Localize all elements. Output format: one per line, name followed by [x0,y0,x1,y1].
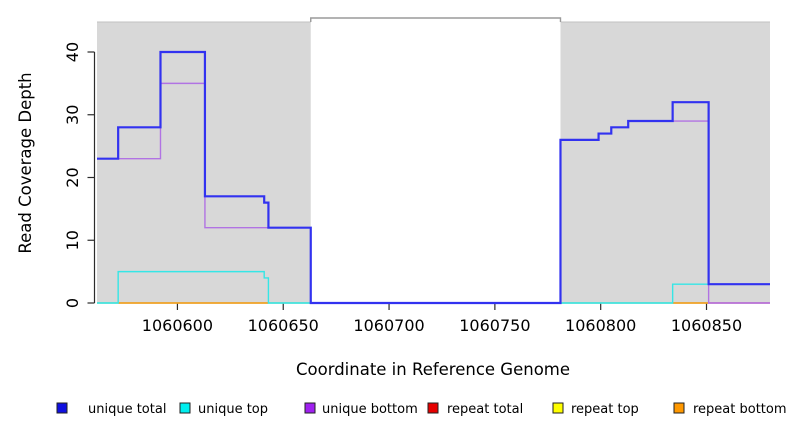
series-layer [97,50,770,305]
series-unique-top-line [97,270,770,304]
legend-label-repeat-top: repeat top [571,402,639,417]
repeat-region-right [560,22,770,303]
legend-swatch-repeat-bottom [673,402,685,414]
legend-swatch-repeat-top [552,402,564,414]
legend-label-unique-total: unique total [88,402,166,417]
x-tick-label: 1060650 [248,316,319,335]
legend-swatch-unique-total [56,402,68,414]
x-axis-title: Coordinate in Reference Genome [296,360,570,379]
legend-item-unique-top: unique top [179,402,268,417]
y-tick-label: 40 [63,42,82,62]
legend-label-unique-top: unique top [198,402,268,417]
x-tick-label: 1060850 [671,316,742,335]
shaded-regions-layer [97,17,770,303]
series-unique-total-line [97,50,770,305]
gap-top-line [310,17,562,22]
legend-item-repeat-top: repeat top [552,402,639,417]
legend-swatch-unique-top [179,402,191,414]
legend-label-repeat-total: repeat total [447,402,523,417]
y-tick-label: 30 [63,105,82,125]
legend-swatch-unique-bottom [304,402,316,414]
y-tick-label: 10 [63,230,82,250]
legend-label-repeat-bottom: repeat bottom [693,402,787,417]
legend: unique total unique top unique bottom repea… [56,402,787,417]
legend-item-unique-bottom: unique bottom [304,402,418,417]
y-tick-label: 20 [63,167,82,187]
x-tick-label: 1060800 [565,316,636,335]
legend-item-unique-total: unique total [56,402,166,417]
x-tick-label: 1060750 [459,316,530,335]
legend-item-repeat-total: repeat total [427,402,523,417]
x-tick-label: 1060600 [142,316,213,335]
axes-layer: 0 10 20 30 40 1060600 1060650 1060700 1060750 106… [63,42,770,335]
x-tick-label: 1060700 [353,316,424,335]
y-tick-label: 0 [63,298,82,308]
legend-item-repeat-bottom: repeat bottom [673,402,787,417]
y-axis-title: Read Coverage Depth [16,72,35,253]
legend-swatch-repeat-total [427,402,439,414]
legend-label-unique-bottom: unique bottom [322,402,418,417]
